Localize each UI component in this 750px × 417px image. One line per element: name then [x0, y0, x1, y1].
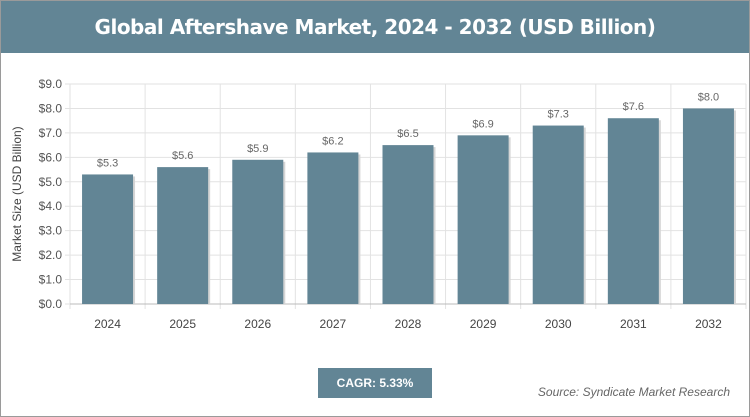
x-tick-label: 2025 — [169, 317, 196, 331]
data-label: $5.6 — [172, 150, 193, 162]
x-tick-label: 2024 — [94, 317, 121, 331]
source-note: Source: Syndicate Market Research — [537, 385, 730, 399]
bar-2025 — [157, 167, 209, 304]
data-label: $6.2 — [322, 135, 343, 147]
bar-2024 — [82, 174, 134, 304]
data-label: $7.3 — [548, 109, 569, 121]
y-tick-label: $6.0 — [39, 150, 63, 164]
x-tick-label: 2031 — [620, 317, 647, 331]
y-tick-label: $3.0 — [39, 224, 63, 238]
y-tick-label: $8.0 — [39, 101, 63, 115]
y-tick-label: $0.0 — [39, 297, 63, 311]
bar-2032 — [682, 108, 734, 304]
data-label: $6.5 — [397, 128, 418, 140]
x-tick-label: 2028 — [395, 317, 422, 331]
bar-2029 — [457, 135, 509, 304]
y-tick-label: $9.0 — [39, 77, 63, 91]
bar-2030 — [532, 125, 584, 304]
data-label: $5.3 — [97, 157, 118, 169]
x-tick-label: 2027 — [320, 317, 347, 331]
x-tick-label: 2030 — [545, 317, 572, 331]
y-tick-label: $7.0 — [39, 126, 63, 140]
y-tick-label: $1.0 — [39, 273, 63, 287]
x-tick-label: 2032 — [695, 317, 722, 331]
data-label: $5.9 — [247, 143, 268, 155]
y-tick-label: $4.0 — [39, 199, 63, 213]
bar-2026 — [232, 159, 284, 304]
bar-2028 — [382, 145, 434, 304]
y-axis-label: Market Size (USD Billion) — [10, 126, 24, 261]
x-tick-label: 2029 — [470, 317, 497, 331]
data-label: $6.9 — [472, 118, 493, 130]
cagr-badge: CAGR: 5.33% — [318, 368, 432, 398]
x-tick-label: 2026 — [244, 317, 271, 331]
chart-title: Global Aftershave Market, 2024 - 2032 (U… — [1, 1, 749, 53]
data-label: $7.6 — [623, 101, 644, 113]
y-tick-label: $2.0 — [39, 248, 63, 262]
y-tick-label: $5.0 — [39, 175, 63, 189]
data-label: $8.0 — [698, 91, 719, 103]
bar-2031 — [607, 118, 659, 304]
bar-2027 — [307, 152, 359, 304]
